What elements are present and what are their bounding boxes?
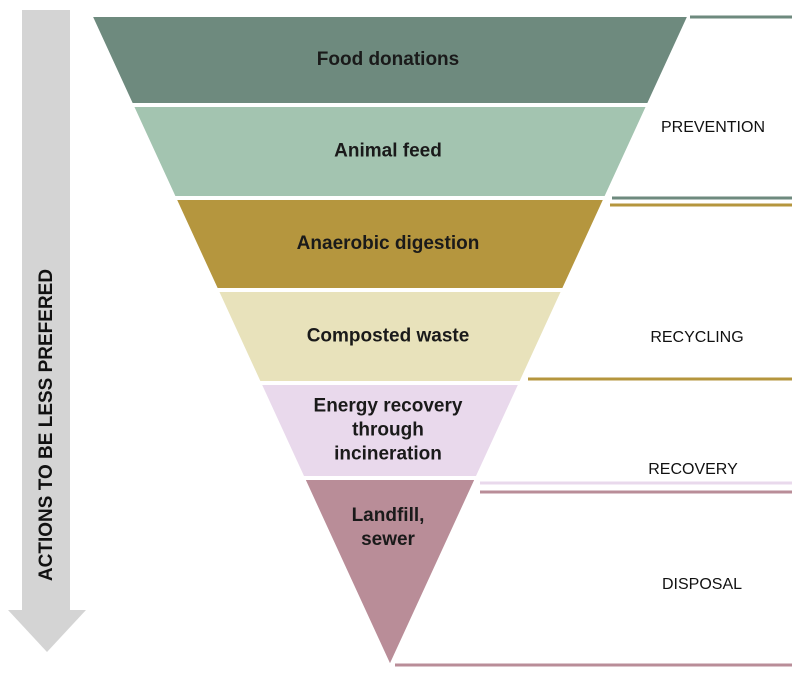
level-label: incineration: [334, 444, 442, 465]
level-label: Anaerobic digestion: [297, 233, 480, 254]
level-label: Energy recovery: [314, 396, 463, 417]
level-band: [299, 476, 481, 673]
group-label: RECYCLING: [650, 329, 743, 346]
level-label: through: [352, 420, 424, 441]
group-label: RECOVERY: [648, 461, 738, 478]
level-label: sewer: [361, 529, 415, 550]
level-label: Landfill,: [352, 505, 425, 526]
arrow-shaft: [22, 10, 70, 610]
level-label: Food donations: [317, 49, 459, 70]
arrow-label: ACTIONS TO BE LESS PREFERED: [36, 269, 57, 581]
group-label: PREVENTION: [661, 119, 765, 136]
group-label: DISPOSAL: [662, 576, 742, 593]
arrow-head: [8, 610, 86, 652]
level-label: Animal feed: [334, 141, 442, 162]
level-label: Composted waste: [307, 326, 470, 347]
